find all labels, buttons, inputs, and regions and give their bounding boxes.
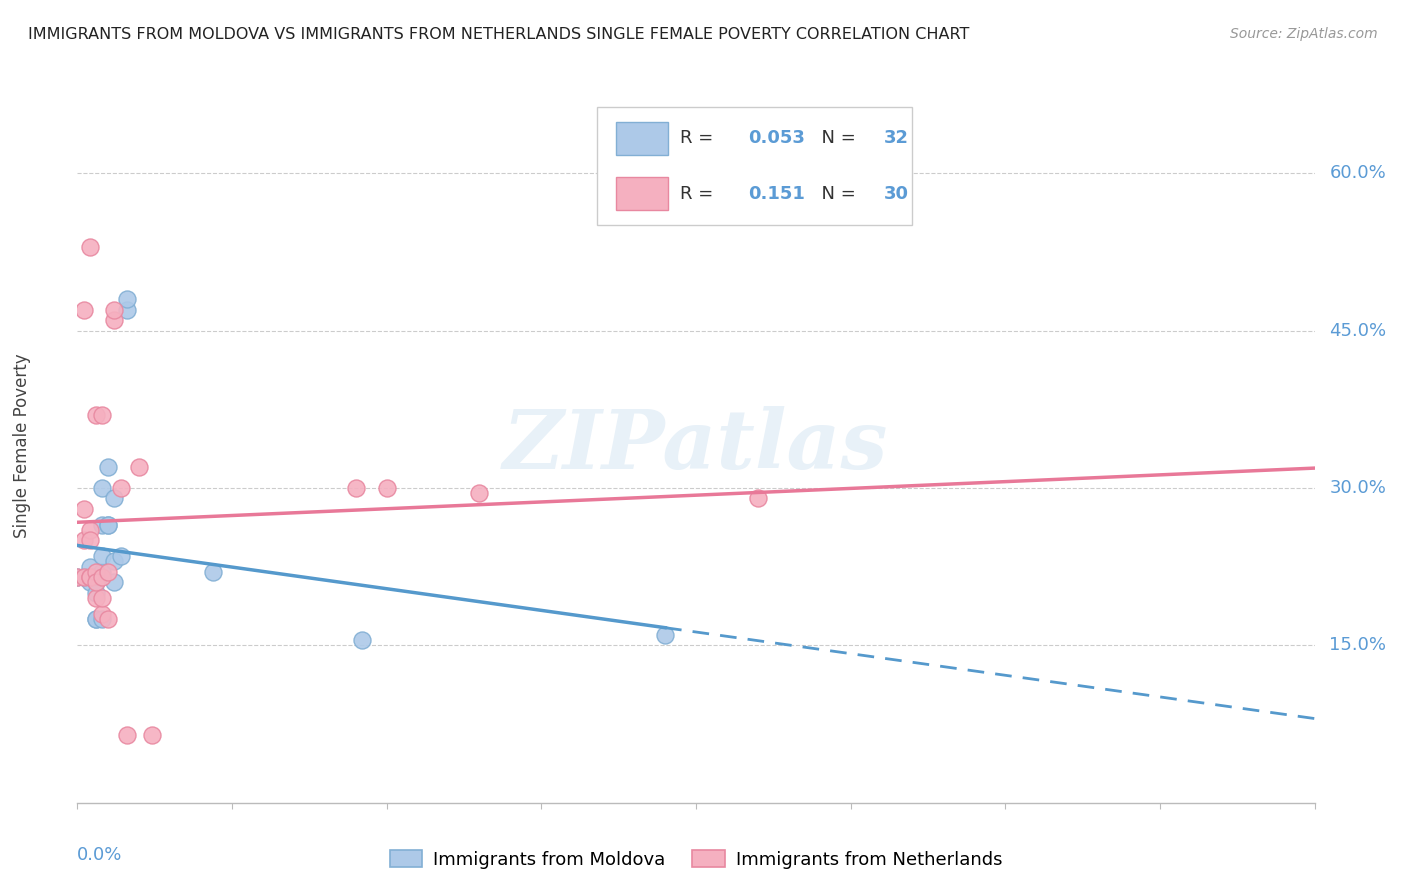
- Point: [375, 481, 398, 495]
- Point: [344, 481, 367, 495]
- Point: [79, 559, 101, 574]
- Point: [79, 570, 101, 584]
- Text: R =: R =: [681, 185, 718, 202]
- Text: 0.053: 0.053: [748, 129, 804, 147]
- Point: [66, 570, 89, 584]
- Point: [79, 575, 101, 590]
- Point: [97, 565, 120, 579]
- Point: [128, 460, 150, 475]
- Point: [115, 292, 138, 306]
- Point: [84, 575, 107, 590]
- Text: ZIPatlas: ZIPatlas: [503, 406, 889, 486]
- FancyBboxPatch shape: [598, 107, 912, 225]
- Text: 0.151: 0.151: [748, 185, 804, 202]
- Point: [84, 612, 107, 626]
- Text: 0.0%: 0.0%: [77, 846, 122, 863]
- Point: [91, 591, 114, 606]
- Point: [97, 517, 120, 532]
- Text: N =: N =: [810, 185, 862, 202]
- Point: [84, 565, 107, 579]
- Point: [72, 533, 94, 548]
- Point: [115, 302, 138, 317]
- Point: [72, 570, 94, 584]
- Point: [103, 491, 125, 506]
- Point: [79, 570, 101, 584]
- Text: IMMIGRANTS FROM MOLDOVA VS IMMIGRANTS FROM NETHERLANDS SINGLE FEMALE POVERTY COR: IMMIGRANTS FROM MOLDOVA VS IMMIGRANTS FR…: [28, 27, 970, 42]
- Text: N =: N =: [810, 129, 862, 147]
- Text: 15.0%: 15.0%: [1330, 636, 1386, 655]
- Point: [84, 586, 107, 600]
- Point: [103, 575, 125, 590]
- Point: [350, 633, 373, 648]
- Point: [91, 517, 114, 532]
- Point: [79, 570, 101, 584]
- Text: 30.0%: 30.0%: [1330, 479, 1386, 497]
- Point: [103, 302, 125, 317]
- Point: [468, 486, 491, 500]
- Point: [91, 408, 114, 422]
- Point: [91, 565, 114, 579]
- Point: [202, 565, 225, 579]
- Point: [72, 302, 94, 317]
- Point: [66, 570, 89, 584]
- Text: R =: R =: [681, 129, 718, 147]
- Text: Single Female Poverty: Single Female Poverty: [13, 354, 31, 538]
- Point: [72, 502, 94, 516]
- Point: [84, 612, 107, 626]
- Point: [79, 239, 101, 253]
- Point: [97, 517, 120, 532]
- Point: [84, 570, 107, 584]
- Point: [141, 728, 163, 742]
- Point: [747, 491, 769, 506]
- Point: [110, 549, 132, 564]
- Point: [97, 612, 120, 626]
- Text: Source: ZipAtlas.com: Source: ZipAtlas.com: [1230, 27, 1378, 41]
- Point: [79, 523, 101, 537]
- Point: [84, 591, 107, 606]
- Point: [72, 570, 94, 584]
- Point: [115, 728, 138, 742]
- Text: 45.0%: 45.0%: [1330, 321, 1386, 340]
- Point: [84, 570, 107, 584]
- Text: 60.0%: 60.0%: [1330, 164, 1386, 182]
- FancyBboxPatch shape: [616, 177, 668, 211]
- Point: [79, 570, 101, 584]
- Point: [91, 481, 114, 495]
- Point: [91, 549, 114, 564]
- Point: [97, 460, 120, 475]
- Point: [79, 570, 101, 584]
- Point: [110, 481, 132, 495]
- Point: [91, 607, 114, 621]
- Point: [91, 612, 114, 626]
- Text: 32: 32: [884, 129, 910, 147]
- Point: [79, 533, 101, 548]
- Point: [84, 408, 107, 422]
- FancyBboxPatch shape: [616, 121, 668, 155]
- Point: [91, 570, 114, 584]
- Legend: Immigrants from Moldova, Immigrants from Netherlands: Immigrants from Moldova, Immigrants from…: [382, 843, 1010, 876]
- Point: [72, 570, 94, 584]
- Text: 30: 30: [884, 185, 910, 202]
- Point: [72, 570, 94, 584]
- Point: [103, 313, 125, 327]
- Point: [84, 575, 107, 590]
- Point: [654, 628, 676, 642]
- Point: [103, 554, 125, 568]
